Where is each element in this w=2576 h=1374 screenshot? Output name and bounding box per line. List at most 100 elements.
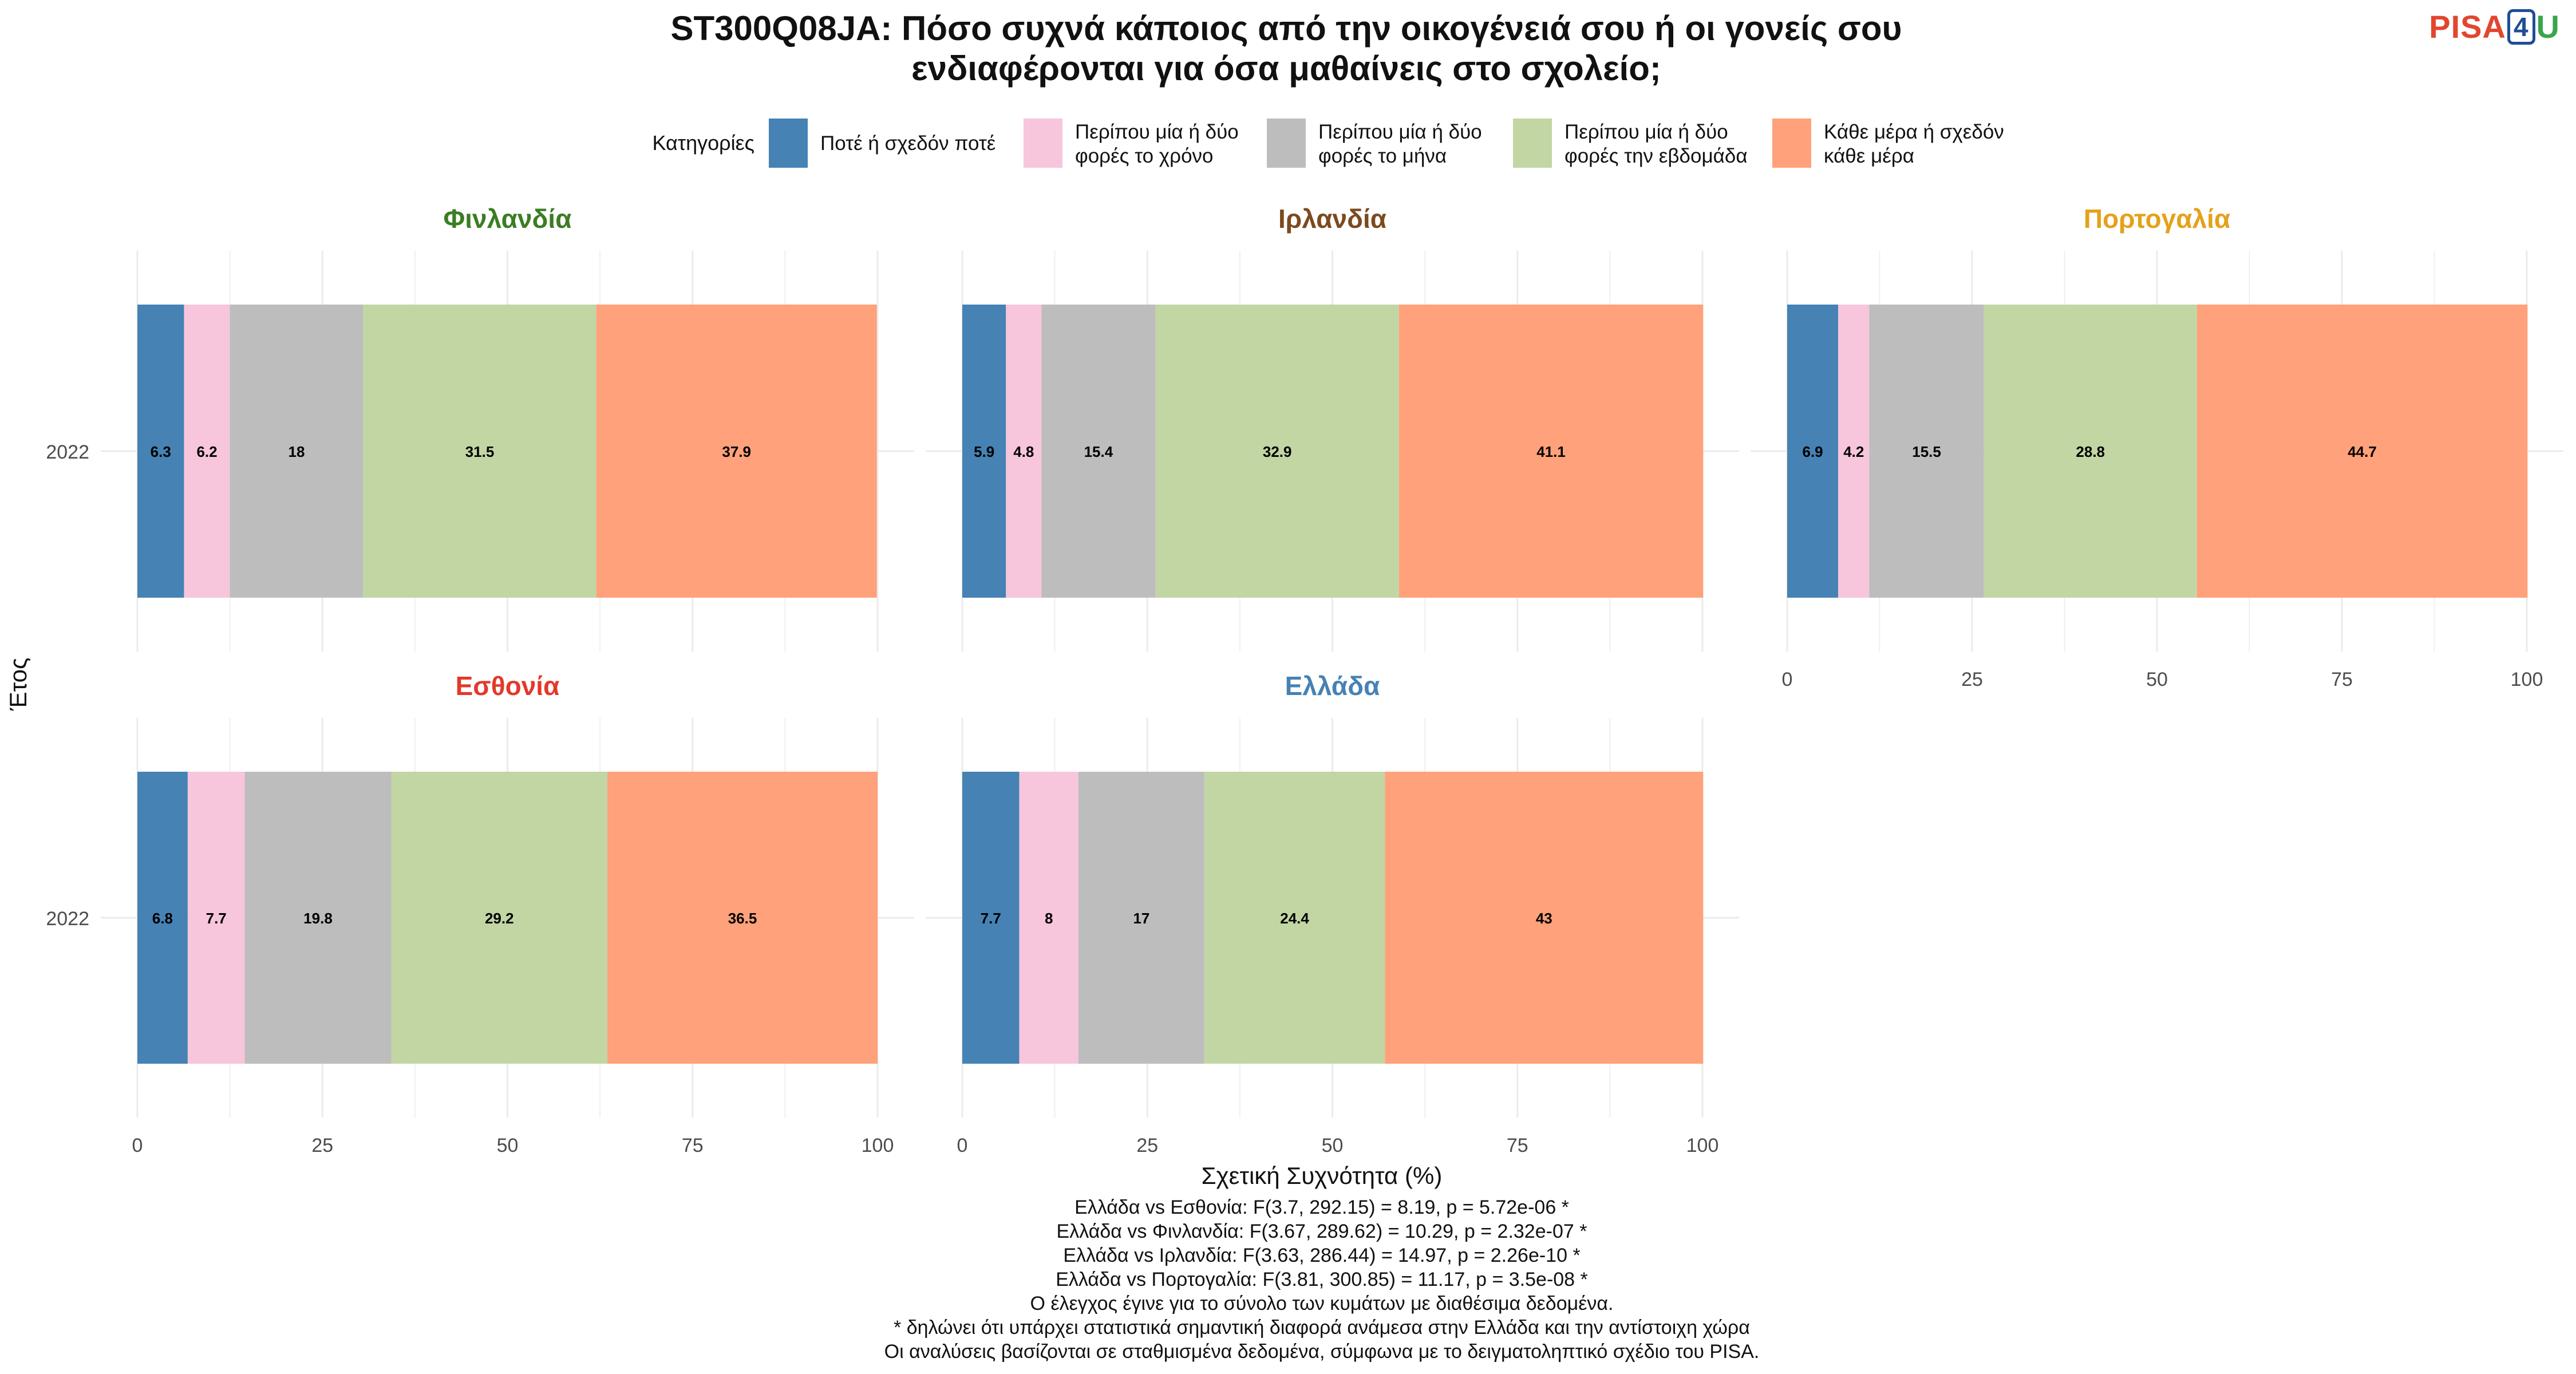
- bar-segment: [1204, 772, 1385, 1064]
- panel-title: Πορτογαλία: [2084, 204, 2230, 234]
- bar-segment: [1078, 772, 1204, 1064]
- data-label: 43: [1536, 910, 1552, 927]
- bar-segment: [1787, 305, 1839, 598]
- data-label: 6.8: [152, 910, 173, 927]
- legend-label: Κάθε μέρα ή σχεδόν: [1824, 121, 2004, 143]
- data-label: 36.5: [728, 910, 757, 927]
- data-label: 7.7: [206, 910, 227, 927]
- bar-segment: [1019, 772, 1079, 1064]
- bar-segment: [184, 305, 230, 598]
- bar-segment: [1006, 305, 1042, 598]
- bar-segment: [137, 305, 184, 598]
- x-tick-label: 75: [1507, 1135, 1528, 1156]
- data-label: 41.1: [1536, 443, 1566, 460]
- bar-segment: [137, 772, 188, 1064]
- bar-segment: [962, 305, 1006, 598]
- panel-title: Φινλανδία: [444, 204, 572, 234]
- bar-segment: [1155, 305, 1399, 598]
- bar-segment: [1838, 305, 1870, 598]
- data-label: 6.2: [196, 443, 217, 460]
- data-label: 29.2: [485, 910, 514, 927]
- x-tick-label: 25: [311, 1135, 333, 1156]
- data-label: 5.9: [974, 443, 994, 460]
- legend-swatch: [1024, 119, 1062, 168]
- pisa4u-logo: PISA 4 U: [2429, 9, 2560, 45]
- data-label: 19.8: [303, 910, 333, 927]
- data-label: 18: [289, 443, 305, 460]
- caption-line: Ο έλεγχος έγινε για το σύνολο των κυμάτω…: [1030, 1293, 1614, 1314]
- caption-line: Ελλάδα vs Ιρλανδία: F(3.63, 286.44) = 14…: [1063, 1245, 1580, 1266]
- legend-label: φορές το μήνα: [1318, 145, 1447, 167]
- x-tick-label: 50: [497, 1135, 519, 1156]
- bar-segment: [1385, 772, 1704, 1064]
- caption-line: Οι αναλύσεις βασίζονται σε σταθμισμένα δ…: [884, 1341, 1760, 1363]
- data-label: 6.3: [151, 443, 171, 460]
- panel-title: Ιρλανδία: [1278, 204, 1386, 234]
- bar-segment: [1041, 305, 1156, 598]
- data-label: 32.9: [1263, 443, 1292, 460]
- x-tick-label: 50: [2146, 669, 2168, 690]
- legend-label: Περίπου μία ή δύο: [1564, 121, 1728, 143]
- y-tick-label: 2022: [46, 441, 89, 463]
- x-tick-label: 100: [862, 1135, 894, 1156]
- caption-line: Ελλάδα vs Φινλανδία: F(3.67, 289.62) = 1…: [1057, 1221, 1587, 1242]
- legend-label: κάθε μέρα: [1824, 145, 1914, 167]
- x-axis-title: Σχετική Συχνότητα (%): [1202, 1162, 1443, 1189]
- bar-segment: [230, 305, 364, 598]
- data-label: 6.9: [1802, 443, 1823, 460]
- panel-title: Ελλάδα: [1285, 671, 1380, 701]
- data-label: 24.4: [1280, 910, 1309, 927]
- legend-label: φορές το χρόνο: [1075, 145, 1214, 167]
- legend-swatch: [769, 119, 808, 168]
- x-tick-label: 0: [957, 1135, 968, 1156]
- data-label: 37.9: [722, 443, 751, 460]
- caption-line: Ελλάδα vs Εσθονία: F(3.7, 292.15) = 8.19…: [1074, 1197, 1569, 1218]
- x-tick-label: 75: [2331, 669, 2353, 690]
- data-label: 31.5: [465, 443, 495, 460]
- x-tick-label: 25: [1136, 1135, 1158, 1156]
- legend-label: Περίπου μία ή δύο: [1318, 121, 1482, 143]
- legend-label: φορές την εβδομάδα: [1564, 145, 1748, 167]
- data-label: 15.5: [1912, 443, 1941, 460]
- chart-title: ST300Q08JA: Πόσο συχνά κάποιος από την ο…: [671, 9, 1902, 48]
- panel-title: Εσθονία: [456, 671, 560, 701]
- chart-title: ενδιαφέρονται για όσα μαθαίνεις στο σχολ…: [911, 49, 1661, 88]
- data-label: 15.4: [1084, 443, 1113, 460]
- legend-swatch: [1267, 119, 1306, 168]
- bar-segment: [244, 772, 392, 1064]
- data-label: 28.8: [2076, 443, 2105, 460]
- x-tick-label: 0: [1782, 669, 1793, 690]
- data-label: 7.7: [981, 910, 1001, 927]
- legend-swatch: [1513, 119, 1552, 168]
- data-label: 4.8: [1013, 443, 1034, 460]
- x-tick-label: 75: [682, 1135, 704, 1156]
- bar-segment: [962, 772, 1020, 1064]
- legend-label: Περίπου μία ή δύο: [1075, 121, 1239, 143]
- bar-segment: [607, 772, 878, 1064]
- bar-segment: [187, 772, 245, 1064]
- y-tick-label: 2022: [46, 908, 89, 930]
- legend-swatch: [1772, 119, 1811, 168]
- bar-segment: [1869, 305, 1984, 598]
- caption-line: Ελλάδα vs Πορτογαλία: F(3.81, 300.85) = …: [1056, 1269, 1588, 1290]
- x-tick-label: 0: [132, 1135, 143, 1156]
- bar-segment: [391, 772, 608, 1064]
- data-label: 4.2: [1843, 443, 1864, 460]
- data-label: 8: [1045, 910, 1053, 927]
- bar-segment: [363, 305, 596, 598]
- bar-segment: [1984, 305, 2197, 598]
- x-tick-label: 50: [1322, 1135, 1344, 1156]
- data-label: 17: [1133, 910, 1149, 927]
- legend-title: Κατηγορίες: [652, 131, 754, 155]
- bar-segment: [1398, 305, 1704, 598]
- x-tick-label: 25: [1961, 669, 1983, 690]
- x-tick-label: 100: [1686, 1135, 1719, 1156]
- caption-line: * δηλώνει ότι υπάρχει στατιστικά σημαντι…: [894, 1317, 1750, 1339]
- y-axis-title: Έτος: [5, 658, 31, 712]
- x-tick-label: 100: [2511, 669, 2543, 690]
- legend-label: Ποτέ ή σχεδόν ποτέ: [820, 132, 995, 155]
- bar-segment: [596, 305, 877, 598]
- data-label: 44.7: [2348, 443, 2377, 460]
- bar-segment: [2196, 305, 2528, 598]
